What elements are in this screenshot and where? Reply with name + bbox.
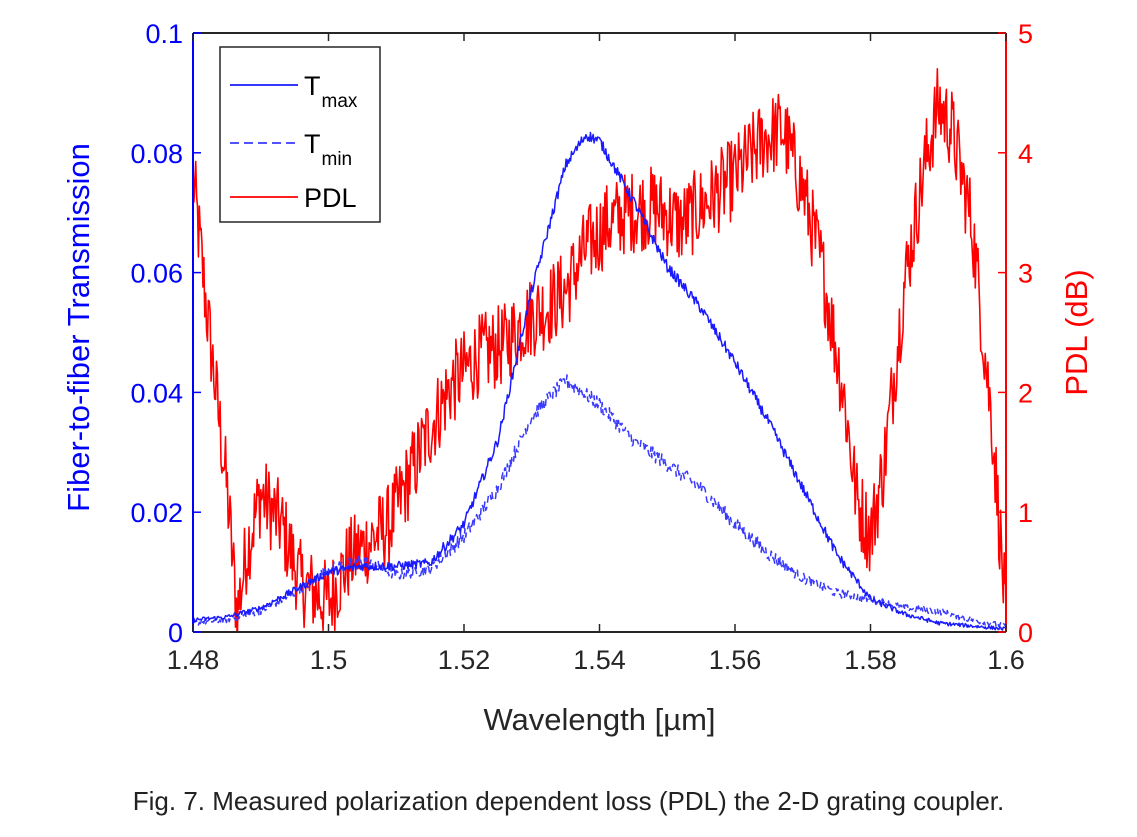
- figure-caption: Fig. 7. Measured polarization dependent …: [132, 786, 1005, 816]
- x-tick-label: 1.58: [844, 645, 897, 675]
- y-right-tick-label: 3: [1018, 259, 1033, 289]
- axes: 1.48 1.5 1.52 1.54 1.56 1.58 1.600.020.040.060…: [61, 19, 1094, 737]
- x-tick-label: 1.6: [987, 645, 1025, 675]
- y-right-tick-label: 2: [1018, 378, 1033, 408]
- legend: Tmax Tmin PDL: [219, 46, 381, 223]
- y-right-tick-label: 0: [1018, 618, 1033, 648]
- y-left-tick-label: 0.02: [130, 498, 183, 528]
- x-tick-label: 1.52: [438, 645, 491, 675]
- legend-label: Tmin: [304, 129, 352, 170]
- y-left-tick-label: 0.06: [130, 259, 183, 289]
- x-tick-label: 1.56: [709, 645, 762, 675]
- series-line-pdl: [193, 67, 1006, 632]
- y-left-tick-label: 0.1: [145, 19, 183, 49]
- x-tick-label: 1.5: [310, 645, 348, 675]
- legend-label: Tmax: [304, 71, 358, 112]
- y-left-tick-label: 0: [168, 618, 183, 648]
- plot-area: [193, 67, 1006, 632]
- y-right-tick-label: 1: [1018, 498, 1033, 528]
- legend-box: [219, 46, 381, 223]
- y-left-tick-label: 0.08: [130, 139, 183, 169]
- legend-label: PDL: [304, 183, 357, 213]
- y-left-tick-label: 0.04: [130, 378, 183, 408]
- x-axis-title: Wavelength [µm]: [483, 702, 715, 737]
- y-right-tick-label: 4: [1018, 139, 1033, 169]
- x-tick-label: 1.48: [167, 645, 220, 675]
- x-tick-label: 1.54: [573, 645, 626, 675]
- y-left-axis-title: Fiber-to-fiber Transmission: [61, 143, 96, 512]
- y-right-tick-label: 5: [1018, 19, 1033, 49]
- y-right-axis-title: PDL (dB): [1059, 269, 1094, 395]
- series-line-tmax: [193, 131, 1006, 631]
